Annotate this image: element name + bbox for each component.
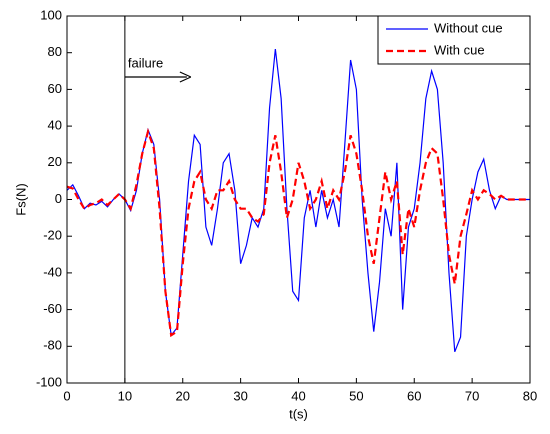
y-tick-label: 60 — [48, 81, 62, 96]
x-tick-label: 40 — [291, 388, 305, 403]
y-tick-label: 80 — [48, 44, 62, 59]
y-axis-label: Fs(N) — [13, 183, 28, 216]
x-tick-label: 70 — [465, 388, 479, 403]
data-line — [66, 127, 530, 338]
y-tick-label: -80 — [43, 338, 62, 353]
y-tick-label: 20 — [48, 154, 62, 169]
legend-label: Without cue — [434, 20, 503, 35]
plot-frame — [66, 15, 531, 384]
y-tick-label: 0 — [55, 191, 62, 206]
x-tick-label: 60 — [407, 388, 421, 403]
x-tick-label: 30 — [233, 388, 247, 403]
y-tick-label: -60 — [43, 301, 62, 316]
x-tick-label: 80 — [523, 388, 537, 403]
y-tick-label: -100 — [36, 374, 62, 389]
x-axis-label: t(s) — [289, 406, 308, 421]
y-tick-label: 100 — [40, 7, 62, 22]
annotation-text: failure — [128, 55, 163, 70]
x-tick-label: 0 — [63, 388, 70, 403]
annotation-arrowhead — [179, 71, 192, 83]
y-tick-label: 40 — [48, 118, 62, 133]
x-tick-label: 20 — [176, 388, 190, 403]
x-tick-label: 10 — [118, 388, 132, 403]
x-tick-label: 50 — [349, 388, 363, 403]
y-tick-label: -40 — [43, 264, 62, 279]
legend-label: With cue — [434, 42, 485, 57]
y-tick-label: -20 — [43, 228, 62, 243]
legend-box — [377, 15, 531, 65]
